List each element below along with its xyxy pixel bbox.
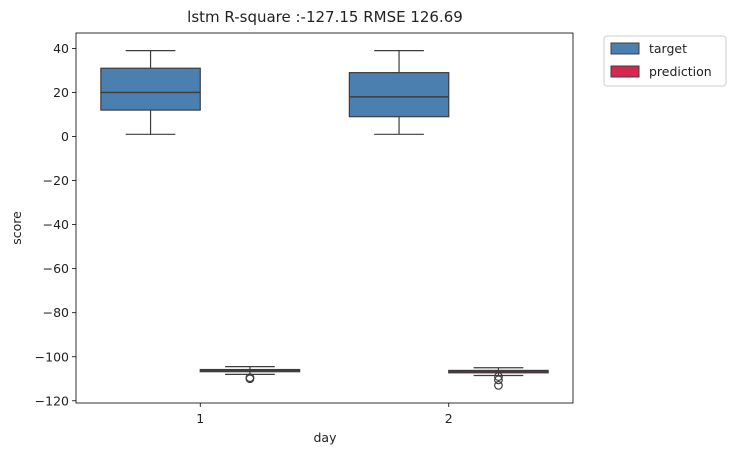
plot-frame [75, 32, 574, 404]
y-axis-label: score [9, 211, 24, 245]
y-tick-label: 0 [61, 129, 69, 144]
y-tick-label: 20 [53, 85, 69, 100]
x-axis-label: day [314, 430, 338, 445]
chart-title: lstm R-square :-127.15 RMSE 126.69 [187, 8, 463, 26]
x-tick-label: 2 [445, 411, 453, 426]
y-tick-label: −40 [43, 217, 69, 232]
outlier-point [245, 374, 255, 384]
legend-label-prediction: prediction [649, 64, 712, 79]
y-tick-label: −80 [43, 305, 69, 320]
box-plot-boxes [100, 50, 549, 390]
y-tick-label: −60 [43, 261, 69, 276]
outlier-point [494, 372, 503, 381]
iqr-box [100, 67, 201, 111]
y-axis-ticks: 40 20 0 −20 −40 −60 −80 −100 −120 [35, 41, 76, 408]
y-tick-label: −20 [43, 173, 69, 188]
iqr-box [348, 72, 450, 118]
y-tick-label: −100 [35, 349, 69, 364]
prediction-box [199, 366, 301, 384]
y-tick-label: 40 [53, 41, 69, 56]
y-tick-label: −120 [35, 393, 69, 408]
legend-swatch-target [610, 42, 640, 55]
outlier-point [494, 375, 503, 385]
legend-swatch-prediction [610, 65, 640, 78]
x-tick-label: 1 [196, 411, 204, 426]
outlier-point [494, 380, 503, 390]
legend: target prediction [603, 35, 727, 87]
prediction-box [448, 367, 549, 390]
target-box [348, 50, 450, 135]
target-box [100, 50, 201, 135]
legend-label-target: target [649, 41, 687, 56]
